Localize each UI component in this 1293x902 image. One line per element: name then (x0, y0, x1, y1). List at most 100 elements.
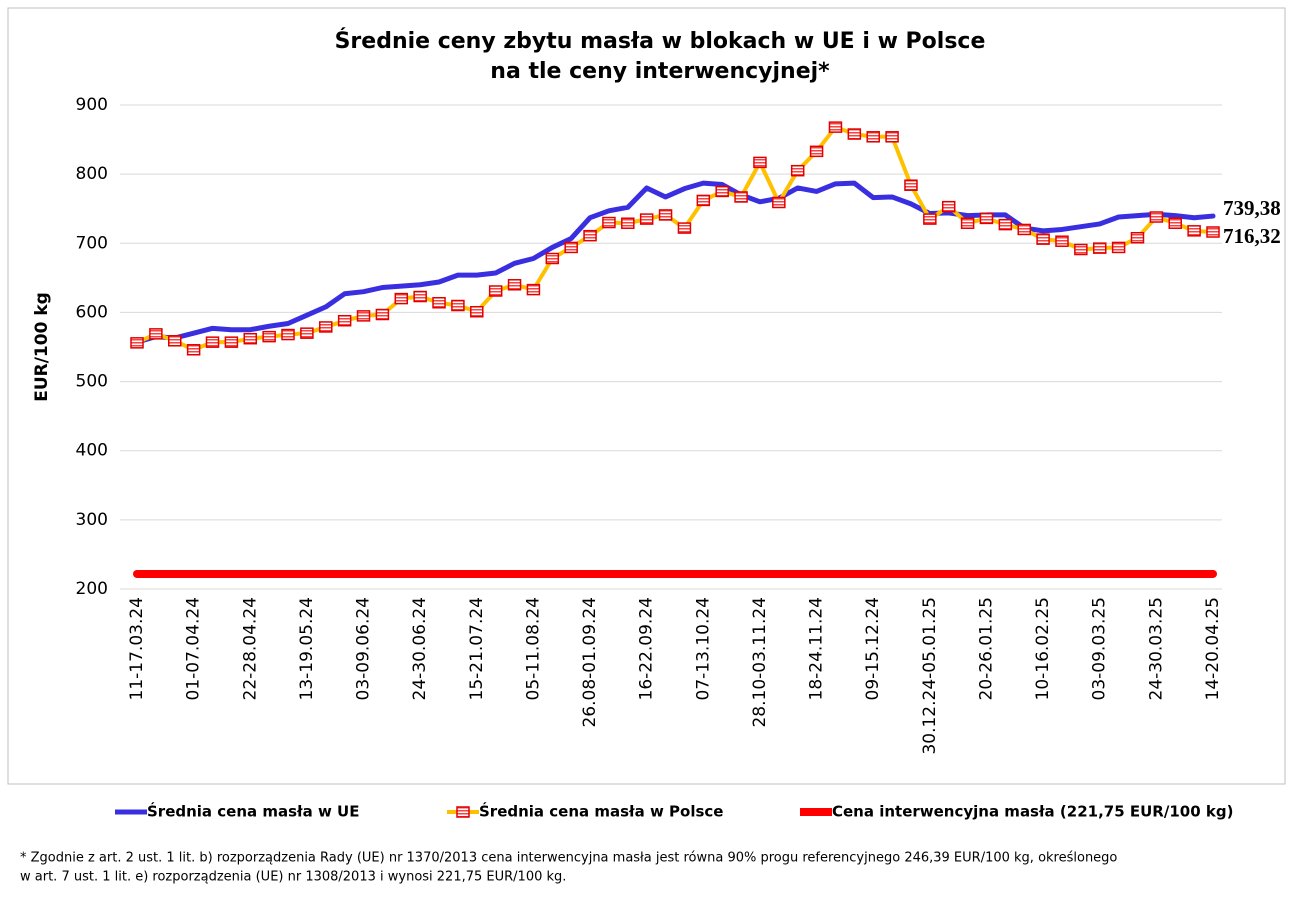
marker (1111, 241, 1126, 254)
marker (186, 344, 201, 356)
marker (1055, 235, 1069, 247)
marker (432, 296, 446, 309)
marker (243, 332, 258, 345)
marker (979, 212, 994, 225)
y-tick-label: 800 (76, 164, 108, 184)
marker (583, 229, 597, 242)
marker (885, 131, 899, 143)
marker (790, 164, 805, 177)
marker (300, 327, 314, 339)
x-tick-label: 26.08-01.09.24 (580, 597, 600, 728)
marker (847, 128, 862, 140)
legend-label: Średnia cena masła w UE (147, 802, 359, 821)
x-tick-label: 28.10-03.11.24 (750, 597, 770, 728)
marker (828, 121, 843, 133)
marker (413, 290, 427, 303)
y-tick-label: 700 (76, 233, 108, 253)
x-tick-label: 18-24.11.24 (807, 597, 827, 700)
marker (1036, 233, 1050, 245)
marker (658, 209, 673, 221)
x-tick-label: 16-22.09.24 (637, 597, 657, 700)
chart-title: Średnie ceny zbytu masła w blokach w UE … (335, 28, 986, 54)
marker (1206, 226, 1220, 238)
series-line (135, 125, 1215, 352)
marker (734, 191, 748, 203)
marker (319, 321, 333, 333)
marker (1168, 217, 1182, 229)
marker (1017, 223, 1031, 236)
x-tick-label: 10-16.02.25 (1033, 597, 1053, 700)
footnote: w art. 7 ust. 1 lit. e) rozporządzenia (… (20, 870, 566, 885)
legend-marker (456, 806, 470, 818)
y-axis-label: EUR/100 kg (32, 292, 52, 402)
y-tick-label: 300 (76, 510, 108, 530)
x-tick-label: 24-30.03.25 (1146, 597, 1166, 700)
marker (904, 179, 918, 191)
marker (356, 310, 371, 322)
marker (753, 156, 767, 169)
y-tick-label: 500 (76, 372, 108, 392)
marker (621, 217, 635, 229)
marker (470, 305, 484, 318)
marker (941, 200, 956, 213)
marker (168, 335, 182, 347)
marker (488, 285, 503, 297)
y-tick-label: 200 (76, 579, 108, 599)
x-tick-label: 22-28.04.24 (240, 597, 260, 700)
marker (224, 336, 239, 348)
marker (394, 292, 409, 305)
chart-title: na tle ceny interwencyjnej* (490, 59, 830, 84)
marker (337, 314, 352, 327)
x-tick-label: 03-09.06.24 (354, 597, 374, 700)
x-tick-label: 11-17.03.24 (127, 597, 147, 700)
marker (130, 337, 144, 349)
y-tick-label: 900 (76, 95, 108, 115)
series-line (134, 180, 1216, 345)
footnote: * Zgodnie z art. 2 ust. 1 lit. b) rozpor… (20, 851, 1117, 866)
marker (564, 241, 578, 254)
x-tick-label: 30.12.24-05.01.25 (920, 597, 940, 755)
marker (149, 328, 163, 340)
marker (1187, 225, 1201, 237)
marker (1092, 242, 1107, 254)
x-tick-label: 20-26.01.25 (976, 597, 996, 700)
marker (526, 283, 541, 296)
marker (1074, 243, 1088, 256)
marker (696, 194, 711, 207)
marker (1130, 232, 1145, 244)
x-tick-label: 01-07.04.24 (184, 597, 204, 700)
marker (715, 185, 729, 198)
marker (809, 145, 824, 158)
x-tick-label: 15-21.07.24 (467, 597, 487, 700)
x-tick-label: 24-30.06.24 (410, 597, 430, 700)
marker (375, 308, 390, 321)
x-tick-label: 09-15.12.24 (863, 597, 883, 700)
x-tick-label: 14-20.04.25 (1203, 597, 1223, 700)
marker (451, 299, 465, 312)
marker (507, 279, 522, 291)
marker (262, 330, 276, 343)
marker (866, 131, 880, 143)
marker (205, 336, 220, 348)
marker (998, 218, 1013, 231)
marker (772, 196, 786, 209)
marker (602, 216, 616, 229)
marker (923, 213, 937, 225)
legend-label: Cena interwencyjna masła (221,75 EUR/100… (832, 803, 1233, 821)
marker (545, 252, 560, 265)
marker (639, 213, 654, 225)
marker (960, 217, 975, 229)
marker (281, 328, 295, 341)
y-tick-label: 400 (76, 441, 108, 461)
x-tick-label: 03-09.03.25 (1090, 597, 1110, 700)
y-tick-label: 600 (76, 302, 108, 322)
chart-border (7, 7, 1286, 785)
x-tick-label: 05-11.08.24 (523, 597, 543, 700)
marker (677, 222, 692, 234)
legend-label: Średnia cena masła w Polsce (479, 802, 723, 821)
x-tick-label: 07-13.10.24 (693, 597, 713, 700)
marker (1149, 211, 1164, 223)
x-tick-label: 13-19.05.24 (297, 597, 317, 700)
value-label: 716,32 (1223, 224, 1281, 248)
